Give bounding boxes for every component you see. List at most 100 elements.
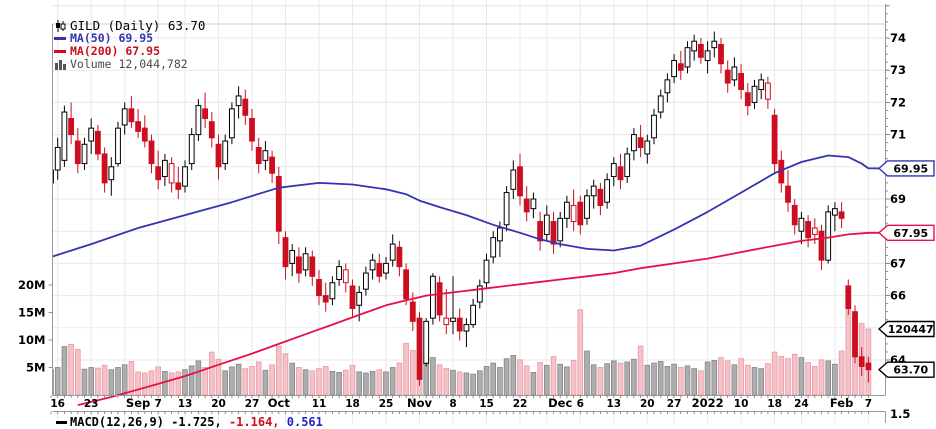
candle-body [69,119,74,135]
svg-text:5M: 5M [26,361,45,375]
volume-bar [431,358,436,395]
volume-bar [658,361,663,395]
candle-body [504,193,509,225]
volume-bar [618,363,623,395]
candle-body [819,231,824,260]
candle-body [102,154,107,183]
candle-body [772,115,777,163]
candle-body [357,292,362,305]
volume-bar [645,365,650,395]
volume-bar [725,361,730,395]
candle-body [169,164,174,183]
svg-text:27: 27 [667,398,682,410]
axis-value-box: 120447 [879,322,934,337]
candle-body [739,73,744,89]
volume-bar [471,374,476,395]
candle-body [290,251,295,264]
candle-body [591,186,596,196]
candle-body [404,270,409,299]
volume-bar [477,371,482,395]
candlestick-icon [54,20,68,32]
volume-bar [310,371,315,395]
svg-text:63.70: 63.70 [893,364,928,377]
volume-bar [484,366,489,395]
volume-bar [652,363,657,395]
candle-body [665,80,670,93]
candle-body [209,122,214,138]
volume-bar [638,346,643,395]
candle-body [424,321,429,363]
candle-body [377,263,382,276]
candle-body [859,357,864,367]
candle-body [678,64,683,70]
volume-bar [745,365,750,395]
candle-body [699,44,704,57]
candle-body [122,109,127,125]
volume-bar [437,365,442,395]
volume-bars-icon [54,59,68,70]
volume-bar [839,351,844,395]
volume-bar [142,373,147,395]
svg-text:2022: 2022 [692,396,724,410]
svg-text:Sep: Sep [126,396,150,410]
candle-body [116,128,121,163]
volume-bar [203,368,208,396]
volume-bar [611,361,616,395]
candle-body [176,183,181,189]
volume-bar [357,372,362,395]
svg-text:Nov: Nov [407,396,433,410]
volume-bar [779,357,784,396]
candle-body [397,247,402,266]
svg-text:69.95: 69.95 [893,162,928,175]
volume-bar [62,347,67,395]
candle-body [303,254,308,270]
volume-bar [129,361,134,395]
volume-bar [404,343,409,395]
volume-bar [705,362,710,395]
legend-volume-row: Volume 12,044,782 [54,58,205,71]
candle-body [645,141,650,154]
candle-body [632,135,637,151]
volume-label: Volume 12,044,782 [70,58,188,71]
volume-bar [665,366,670,395]
candle-body [826,212,831,260]
candle-body [531,199,536,209]
volume-bar [578,310,583,395]
volume-bar [343,370,348,395]
volume-bar [102,365,107,395]
candle-body [89,128,94,141]
candle-body [163,160,168,176]
candle-body [62,112,67,160]
volume-bar [598,368,603,396]
volume-bar [397,363,402,395]
volume-bar [209,352,214,395]
ma50-line-swatch-icon [54,37,68,40]
svg-text:27: 27 [245,398,260,410]
svg-text:Oct: Oct [268,396,291,410]
svg-text:72: 72 [890,95,906,109]
volume-bar [719,358,724,395]
svg-text:13: 13 [178,398,193,410]
candle-body [156,167,161,180]
svg-text:16: 16 [50,398,65,410]
candle-body [705,51,710,61]
svg-text:18: 18 [345,398,360,410]
volume-bar [89,368,94,396]
candle-body [652,115,657,138]
volume-bar [156,367,161,395]
volume-bar [55,368,60,396]
svg-text:7: 7 [155,398,162,410]
volume-bar [806,363,811,395]
candle-body [149,141,154,164]
volume-bar [69,344,74,395]
candle-body [216,144,221,167]
svg-text:66: 66 [890,289,906,303]
volume-bar [243,369,248,395]
candle-body [544,215,549,234]
candle-body [323,296,328,302]
svg-text:67: 67 [890,256,906,270]
candle-body [203,109,208,119]
candle-body [511,170,516,189]
candle-body [806,222,811,238]
candle-body [444,318,449,324]
